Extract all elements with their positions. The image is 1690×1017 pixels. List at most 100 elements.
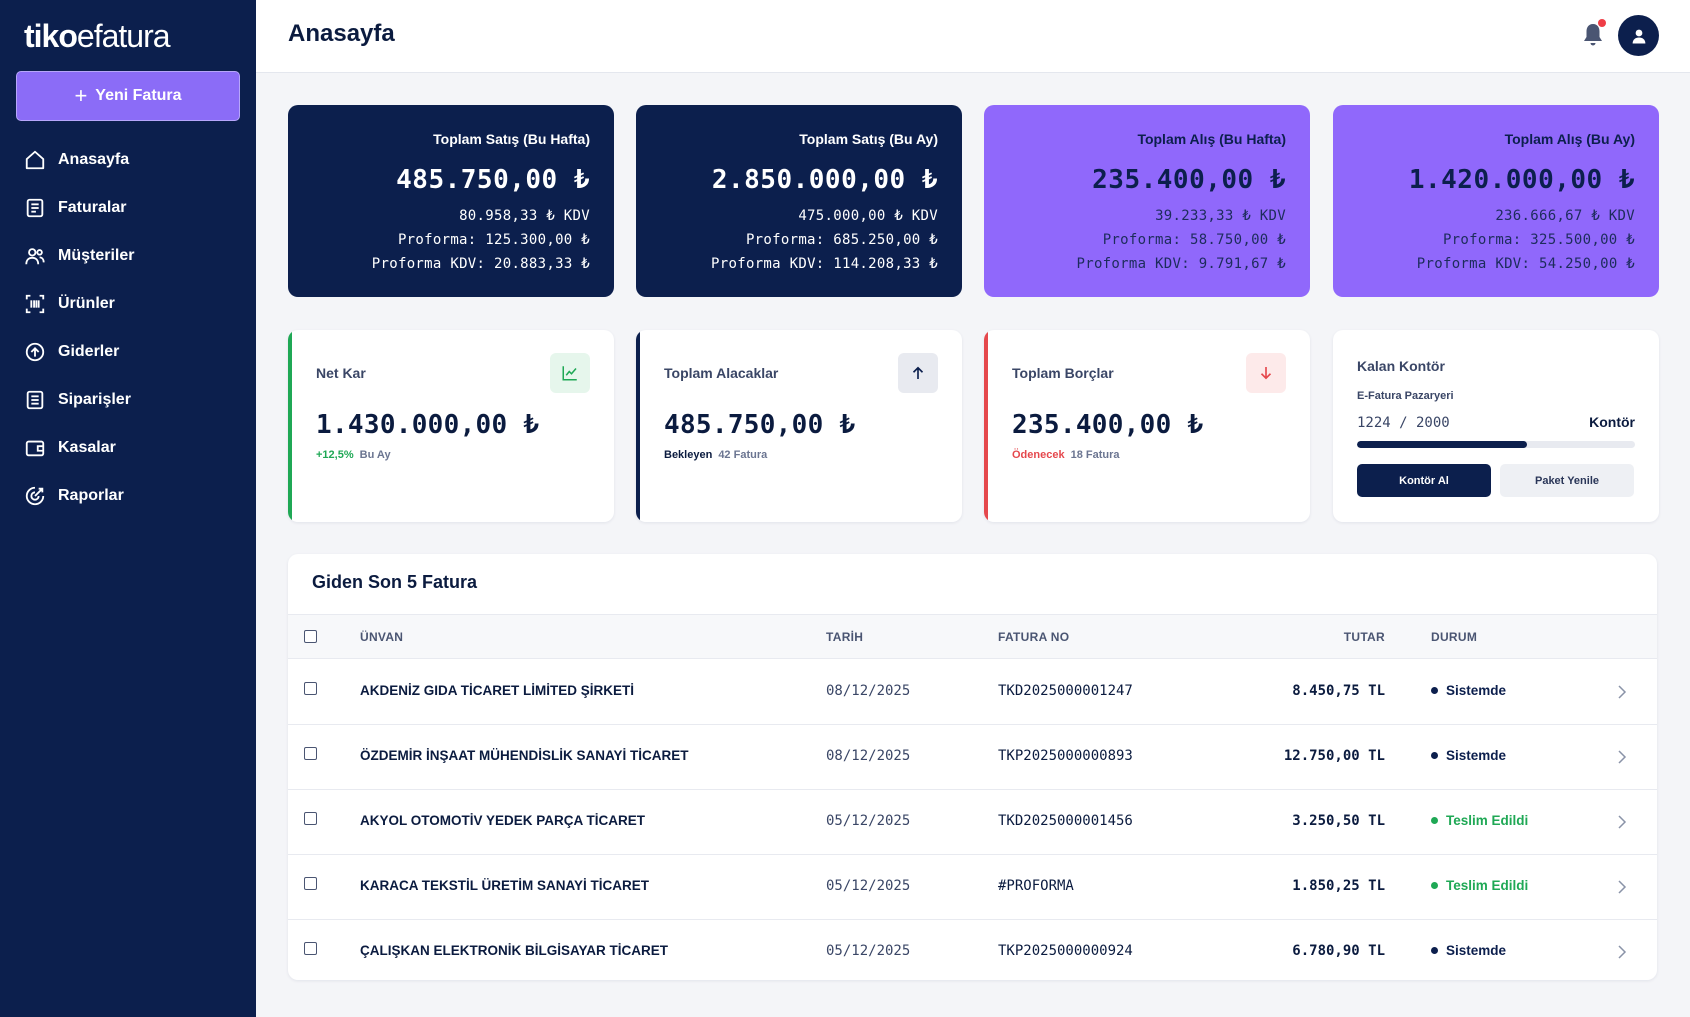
user-icon [1632, 29, 1645, 43]
cell-status: Teslim Edildi [1431, 813, 1528, 828]
row-checkbox[interactable] [304, 747, 317, 760]
stat-proforma: Proforma: 325.500,00 ₺ [1442, 232, 1635, 248]
arrow-up-icon [912, 366, 924, 379]
sidebar-nav: Anasayfa Faturalar Müşteriler Ürünler Gi… [0, 136, 256, 520]
status-label: Ödenecek [1012, 449, 1065, 461]
table-title: Giden Son 5 Fatura [312, 572, 478, 592]
invoice-icon [26, 198, 44, 218]
table-row[interactable]: ÇALIŞKAN ELEKTRONİK BİLGİSAYAR TİCARET 0… [288, 920, 1657, 980]
status-dot [1431, 752, 1438, 759]
barcode-icon [25, 294, 45, 314]
plus-icon: + [74, 83, 88, 108]
stat-title: Toplam Satış (Bu Hafta) [433, 131, 590, 147]
stat-proforma-kdv: Proforma KDV: 9.791,67 ₺ [1076, 256, 1286, 272]
stat-proforma: Proforma: 685.250,00 ₺ [745, 232, 938, 248]
notification-bell[interactable] [1581, 19, 1606, 48]
net-profit-card: Net Kar 1.430.000,00 ₺ +12,5% Bu Ay [288, 330, 614, 522]
card-value: 1.430.000,00 ₺ [316, 410, 540, 440]
new-invoice-button[interactable]: + Yeni Fatura [16, 71, 240, 121]
table-row[interactable]: ÖZDEMİR İNŞAAT MÜHENDİSLİK SANAYİ TİCARE… [288, 725, 1657, 790]
notification-dot [1598, 19, 1606, 27]
cell-date: 05/12/2025 [826, 878, 911, 894]
card-label: Toplam Borçlar [1012, 365, 1114, 381]
receivables-icon-button[interactable] [898, 353, 938, 393]
bell-icon [1584, 24, 1602, 46]
stat-kdv: 236.666,67 ₺ KDV [1495, 208, 1635, 224]
chevron-right-icon[interactable] [1617, 944, 1627, 960]
sidebar-item-siparisler[interactable]: Siparişler [0, 376, 256, 424]
stat-card-monthly-purchases: Toplam Alış (Bu Ay) 1.420.000,00 ₺ 236.6… [1333, 105, 1659, 297]
top-header: Anasayfa [256, 0, 1690, 73]
stat-proforma: Proforma: 58.750,00 ₺ [1102, 232, 1286, 248]
logo[interactable]: tikoefatura [24, 18, 171, 54]
chevron-right-icon[interactable] [1617, 879, 1627, 895]
column-header-status[interactable]: DURUM [1431, 630, 1478, 644]
chevron-right-icon[interactable] [1617, 684, 1627, 700]
cell-invoice-no: TKD2025000001247 [998, 683, 1133, 699]
sidebar-item-kasalar[interactable]: Kasalar [0, 424, 256, 472]
change-percent: +12,5% [316, 449, 354, 461]
stat-amount: 485.750,00 ₺ [396, 165, 590, 195]
card-subtext: Bekleyen 42 Fatura [664, 449, 767, 461]
table-row[interactable]: AKYOL OTOMOTİV YEDEK PARÇA TİCARET 05/12… [288, 790, 1657, 855]
stat-proforma-kdv: Proforma KDV: 20.883,33 ₺ [371, 256, 590, 272]
stat-title: Toplam Alış (Bu Hafta) [1137, 131, 1286, 147]
sidebar-item-faturalar[interactable]: Faturalar [0, 184, 256, 232]
user-avatar[interactable] [1618, 15, 1659, 56]
cell-date: 05/12/2025 [826, 943, 911, 959]
stat-proforma-kdv: Proforma KDV: 54.250,00 ₺ [1416, 256, 1635, 272]
stat-card-weekly-sales: Toplam Satış (Bu Hafta) 485.750,00 ₺ 80.… [288, 105, 614, 297]
row-checkbox[interactable] [304, 682, 317, 695]
card-label: Toplam Alacaklar [664, 365, 779, 381]
kontor-card: Kalan Kontör E-Fatura Pazaryeri 1224 / 2… [1333, 330, 1659, 522]
column-header-amount[interactable]: TUTAR [1343, 630, 1385, 644]
stat-kdv: 39.233,33 ₺ KDV [1155, 208, 1286, 224]
sidebar-item-raporlar[interactable]: Raporlar [0, 472, 256, 520]
cell-name: AKYOL OTOMOTİV YEDEK PARÇA TİCARET [360, 813, 646, 828]
sidebar-item-musteriler[interactable]: Müşteriler [0, 232, 256, 280]
column-header-invoice-no[interactable]: FATURA NO [998, 630, 1070, 644]
stat-card-monthly-sales: Toplam Satış (Bu Ay) 2.850.000,00 ₺ 475.… [636, 105, 962, 297]
sidebar-item-anasayfa[interactable]: Anasayfa [0, 136, 256, 184]
row-checkbox[interactable] [304, 877, 317, 890]
renew-package-button[interactable]: Paket Yenile [1500, 464, 1634, 497]
stat-title: Toplam Alış (Bu Ay) [1504, 131, 1635, 147]
payables-icon-button[interactable] [1246, 353, 1286, 393]
sidebar-item-giderler[interactable]: Giderler [0, 328, 256, 376]
status-label: Bekleyen [664, 449, 713, 461]
chevron-right-icon[interactable] [1617, 814, 1627, 830]
cell-name: ÇALIŞKAN ELEKTRONİK BİLGİSAYAR TİCARET [360, 943, 669, 958]
sidebar-item-urunler[interactable]: Ürünler [0, 280, 256, 328]
status-dot [1431, 882, 1438, 889]
cell-amount: 12.750,00 TL [1283, 748, 1385, 764]
stat-amount: 2.850.000,00 ₺ [711, 165, 938, 195]
net-profit-icon-button[interactable] [550, 353, 590, 393]
page-title: Anasayfa [288, 20, 395, 47]
chevron-right-icon[interactable] [1617, 749, 1627, 765]
table-row[interactable]: KARACA TEKSTİL ÜRETİM SANAYİ TİCARET 05/… [288, 855, 1657, 920]
card-value: 235.400,00 ₺ [1012, 410, 1204, 440]
list-icon [26, 390, 44, 410]
buy-kontor-button[interactable]: Kontör Al [1357, 464, 1491, 497]
cell-status: Sistemde [1431, 683, 1506, 698]
cell-date: 05/12/2025 [826, 813, 911, 829]
invoice-count: 18 Fatura [1070, 449, 1120, 461]
card-subtext: +12,5% Bu Ay [316, 449, 391, 461]
column-header-date[interactable]: TARİH [826, 630, 864, 644]
invoice-count: 42 Fatura [718, 449, 768, 461]
column-header-name[interactable]: ÜNVAN [360, 630, 404, 644]
table-row[interactable]: AKDENİZ GIDA TİCARET LİMİTED ŞİRKETİ 08/… [288, 660, 1657, 725]
progress-fill [1357, 441, 1528, 448]
row-checkbox[interactable] [304, 942, 317, 955]
upload-circle-icon [25, 342, 45, 362]
stat-kdv: 475.000,00 ₺ KDV [798, 208, 938, 224]
trend-chart-icon [562, 366, 577, 381]
accent-bar [288, 330, 292, 522]
wallet-icon [25, 440, 45, 457]
select-all-checkbox[interactable] [304, 630, 317, 643]
stat-title: Toplam Satış (Bu Ay) [799, 131, 938, 147]
row-checkbox[interactable] [304, 812, 317, 825]
cell-invoice-no: TKD2025000001456 [998, 813, 1133, 829]
users-icon [25, 248, 45, 265]
cell-amount: 8.450,75 TL [1292, 683, 1385, 699]
